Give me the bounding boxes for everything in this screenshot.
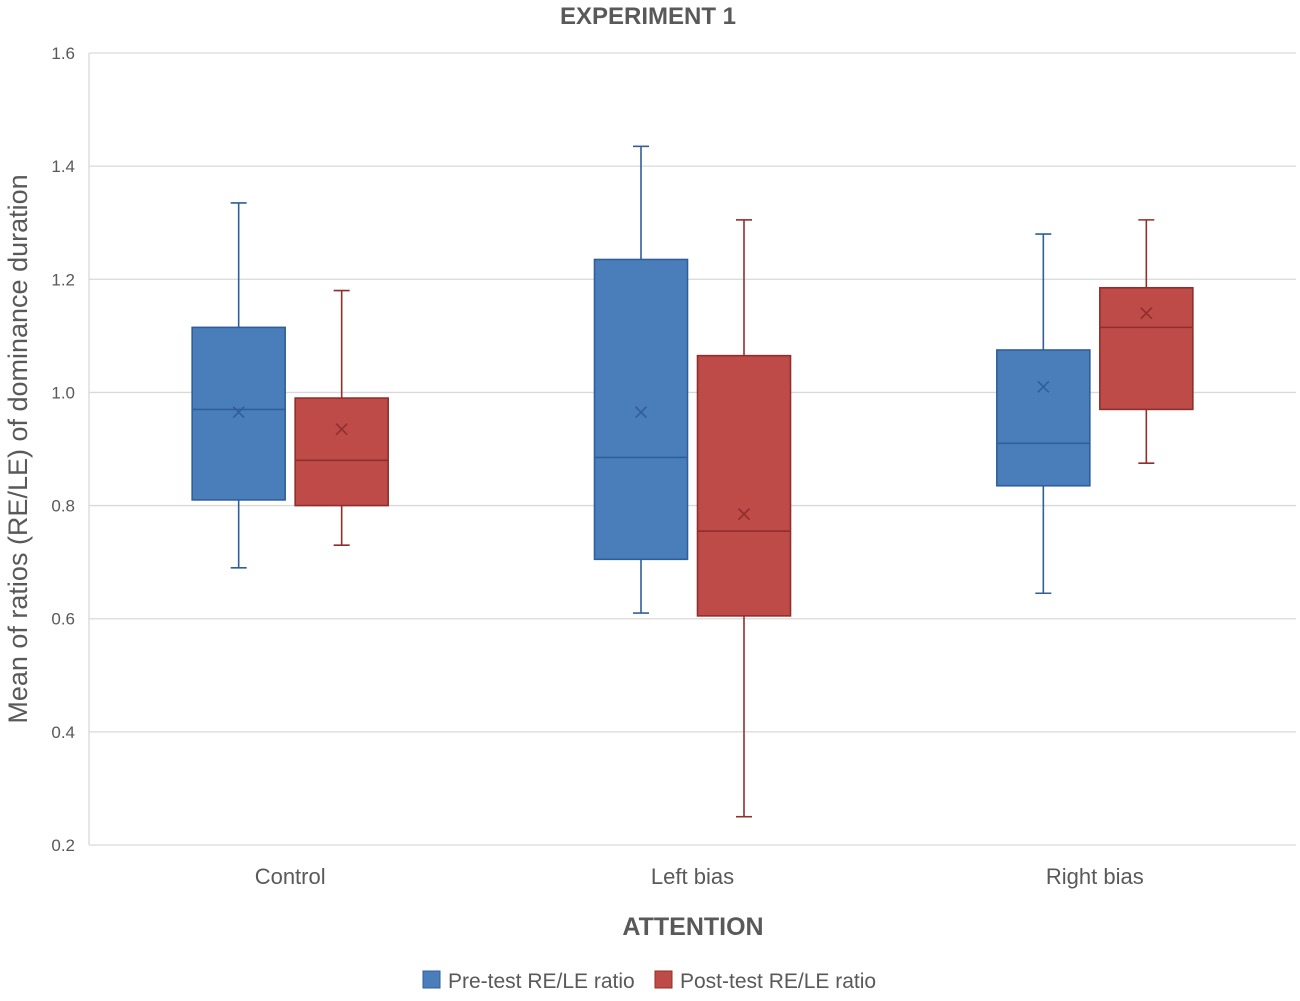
- chart-title: EXPERIMENT 1: [560, 3, 736, 30]
- x-category-label: Left bias: [651, 864, 734, 889]
- y-tick-label: 1.6: [51, 44, 75, 63]
- mean-marker: [335, 423, 348, 436]
- mean-marker: [1037, 380, 1050, 393]
- box-iqr: [1099, 286, 1194, 411]
- legend-swatch: [422, 970, 441, 989]
- box-iqr: [191, 326, 286, 501]
- box-iqr: [996, 349, 1091, 487]
- box-iqr: [593, 258, 689, 561]
- mean-marker: [1140, 307, 1153, 320]
- y-tick-label: 0.4: [51, 723, 75, 742]
- y-tick-label: 0.6: [51, 610, 75, 629]
- gridlines: [88, 52, 1296, 846]
- x-category-label: Control: [255, 864, 326, 889]
- mean-marker: [634, 406, 648, 419]
- y-tick-label: 1.2: [51, 270, 75, 289]
- y-tick-label: 0.2: [51, 836, 75, 855]
- legend-label: Pre-test RE/LE ratio: [448, 970, 635, 993]
- box-iqr: [696, 354, 792, 617]
- x-axis-label: ATTENTION: [622, 913, 763, 941]
- y-tick-label: 1.0: [51, 383, 75, 402]
- x-axis-categories: Control Left bias Right bias: [255, 864, 1144, 889]
- box-0-0: [191, 202, 286, 569]
- box-1-0: [294, 289, 389, 546]
- box-0-2: [996, 233, 1091, 595]
- legend: Pre-test RE/LE ratio Post-test RE/LE rati…: [422, 970, 876, 993]
- legend-swatch: [654, 970, 673, 989]
- y-tick-label: 0.8: [51, 497, 75, 516]
- y-tick-label: 1.4: [51, 157, 75, 176]
- mean-marker: [232, 406, 245, 419]
- y-axis-ticks: 0.2 0.4 0.6 0.8 1.0 1.2 1.4 1.6: [51, 44, 75, 855]
- y-axis-label: Mean of ratios (RE/LE) of dominance dura…: [3, 174, 33, 723]
- box-iqr: [294, 397, 389, 507]
- box-series: [191, 145, 1194, 818]
- x-category-label: Right bias: [1046, 864, 1144, 889]
- legend-label: Post-test RE/LE ratio: [680, 970, 876, 993]
- box-0-1: [593, 145, 689, 614]
- mean-marker: [737, 507, 751, 521]
- box-1-2: [1099, 219, 1194, 464]
- box-1-1: [696, 219, 792, 818]
